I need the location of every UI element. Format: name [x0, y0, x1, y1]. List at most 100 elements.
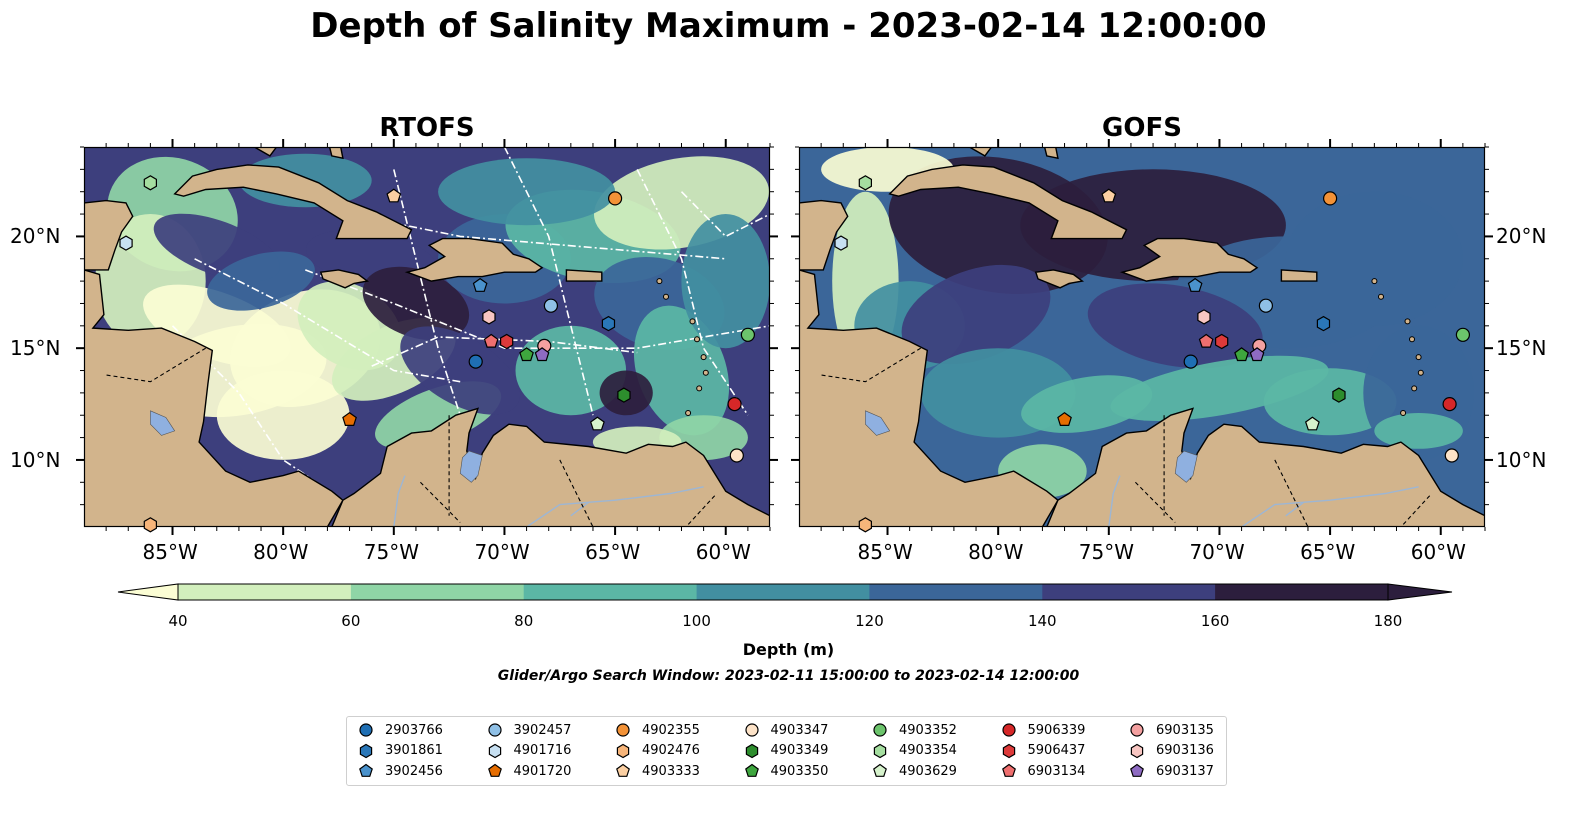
float-4903350	[519, 347, 534, 362]
colorbar-tick-label: 180	[1373, 612, 1403, 630]
pentagon-marker-icon	[616, 763, 630, 777]
legend-item: 3901861	[357, 741, 443, 761]
white-track-line	[636, 169, 749, 416]
float-3902456	[1187, 277, 1203, 292]
pentagon-marker-icon	[487, 763, 502, 777]
island	[663, 293, 669, 300]
cuba-land	[173, 164, 413, 240]
float-4903354	[858, 175, 873, 191]
circle-marker-icon	[359, 723, 373, 737]
legend-marker	[616, 763, 630, 777]
legend-label: 3901861	[385, 743, 443, 758]
lat-label: 20°N	[10, 224, 61, 249]
island	[1415, 354, 1422, 361]
bahamas-land	[1043, 147, 1059, 160]
hexagon-marker-icon	[616, 743, 630, 758]
river	[1285, 501, 1304, 517]
white-track-line	[194, 258, 461, 383]
maracaibo-lake	[1174, 450, 1198, 483]
legend-label: 3902456	[385, 763, 443, 779]
lat-label: 10°N	[10, 447, 61, 472]
float-3902457	[543, 298, 558, 313]
island	[702, 369, 709, 376]
legend-label: 6903137	[1156, 763, 1214, 779]
legend-item: 4901716	[486, 741, 572, 761]
legend-marker	[616, 723, 630, 737]
white-track-line	[680, 191, 770, 238]
map-frame	[83, 146, 771, 528]
legend-marker	[359, 763, 373, 777]
float-4902476	[143, 517, 158, 533]
border-line	[420, 481, 461, 523]
colorbar-tick-label: 40	[168, 612, 188, 630]
legend-label: 6903136	[1156, 743, 1214, 758]
colorbar-tick-label: 160	[1200, 612, 1230, 630]
float-3902457	[1258, 298, 1273, 313]
float-legend: 2903766 3901861 3902456 3902457 4901716 49017…	[346, 716, 1227, 786]
legend-item: 4903352	[871, 720, 957, 740]
float-2903766	[468, 354, 483, 369]
island	[685, 410, 692, 416]
float-5906339	[727, 397, 742, 412]
legend-marker	[873, 723, 887, 737]
lat-label: 15°N	[10, 336, 61, 361]
circle-marker-icon	[616, 723, 630, 737]
legend-marker	[1130, 743, 1144, 758]
island	[1409, 336, 1415, 343]
legend-label: 4901716	[513, 743, 572, 758]
centralAmerica-land	[84, 269, 344, 527]
field-patch	[1021, 375, 1153, 433]
legend-marker	[487, 763, 502, 777]
legend-label: 4903352	[899, 722, 957, 738]
float-5906339	[1442, 397, 1457, 412]
legend-item: 4901720	[486, 761, 572, 781]
legend-marker	[488, 743, 501, 758]
lat-label: 10°N	[1496, 447, 1547, 472]
legend-marker	[745, 743, 758, 758]
river	[393, 475, 406, 527]
jamaica-land	[1034, 269, 1085, 289]
river	[570, 501, 589, 517]
field-patch	[1110, 355, 1329, 422]
legend-label: 6903134	[1027, 763, 1086, 779]
colorbar-tick-label: 80	[514, 612, 534, 630]
field-patch	[1263, 368, 1397, 436]
border-line	[1400, 495, 1431, 527]
lon-label: 80°W	[253, 540, 309, 564]
field-patch	[362, 266, 470, 341]
colorbar-tick-label: 60	[341, 612, 361, 630]
float-6903136	[1197, 309, 1211, 325]
legend-marker	[1130, 763, 1144, 777]
colorbar-segment	[696, 584, 870, 600]
float-4903333	[386, 188, 402, 203]
puertoRico-land	[565, 269, 603, 282]
float-6903136	[482, 309, 496, 325]
hispaniola-land	[1119, 237, 1259, 282]
lon-label: 85°W	[857, 540, 913, 564]
lon-label: 65°W	[585, 540, 641, 564]
white-track-line	[393, 169, 461, 416]
float-2903766	[1183, 354, 1198, 369]
gofs-panel-title: GOFS	[1102, 113, 1182, 143]
island	[694, 336, 700, 343]
legend-label: 4903629	[899, 763, 957, 779]
field-patch	[1374, 413, 1463, 449]
legend-item: 4903350	[743, 761, 828, 781]
legend-label: 2903766	[385, 722, 443, 738]
float-4902355	[607, 191, 623, 206]
float-4903350	[1234, 347, 1249, 362]
white-track-line	[503, 147, 594, 416]
maracaibo-lake	[459, 450, 483, 483]
legend-label: 4901720	[513, 763, 572, 779]
search-window-note: Glider/Argo Search Window: 2023-02-11 15…	[497, 668, 1080, 684]
circle-marker-icon	[1130, 723, 1144, 737]
island	[1378, 293, 1384, 300]
float-4903347	[729, 448, 744, 463]
island	[1411, 385, 1418, 392]
colorbar-extend-low	[117, 583, 179, 601]
hispaniola-land	[404, 237, 544, 282]
hexagon-marker-icon	[873, 743, 887, 758]
colorbar-segment	[523, 584, 698, 600]
centralAmerica-land	[799, 269, 1059, 527]
white-track-line	[371, 336, 638, 367]
